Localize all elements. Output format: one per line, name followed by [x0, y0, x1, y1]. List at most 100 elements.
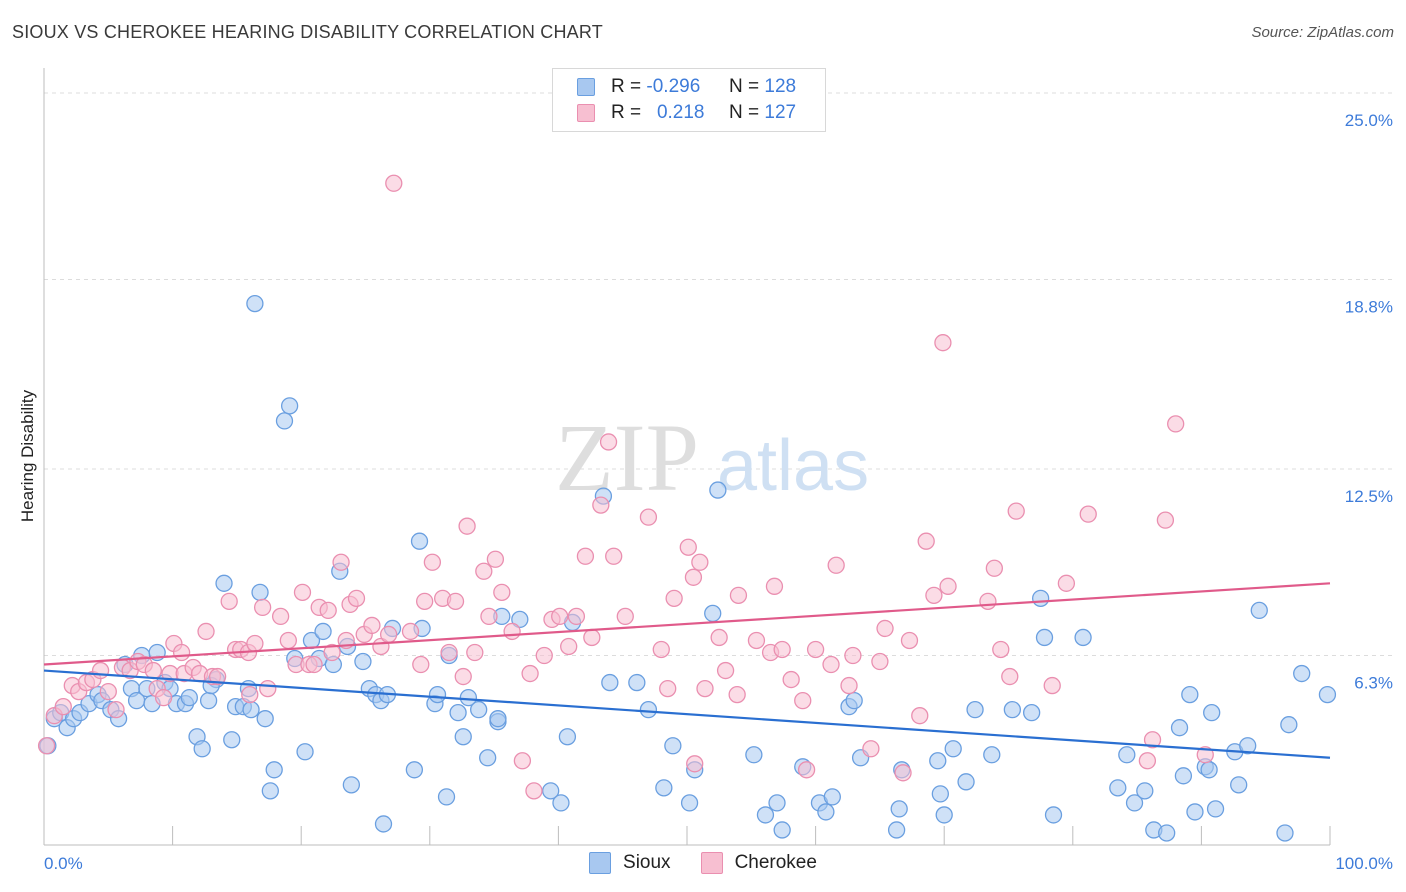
sioux-point: [957, 773, 975, 791]
sioux-point: [193, 740, 211, 758]
cherokee-point: [1138, 752, 1157, 770]
cherokee-point: [323, 643, 341, 662]
sioux-point: [1200, 761, 1218, 779]
cherokee-point: [782, 670, 800, 689]
cherokee-point: [710, 628, 728, 647]
cherokee-point: [806, 640, 825, 659]
sioux-point: [251, 583, 269, 601]
legend-item-sioux[interactable]: Sioux: [589, 852, 671, 874]
cherokee-point: [917, 532, 935, 550]
sioux-point: [1174, 767, 1193, 785]
sioux-point: [1035, 628, 1054, 647]
cherokee-point: [616, 607, 634, 626]
cherokee-point: [797, 761, 816, 779]
sioux-point: [242, 700, 260, 719]
cherokee-point: [91, 661, 110, 680]
cherokee-point: [379, 625, 398, 644]
cherokee-point: [605, 547, 623, 565]
cherokee-point: [576, 547, 595, 565]
grid-layer: [44, 92, 1393, 657]
sioux-point: [342, 776, 361, 794]
legend-r-cherokee: R = 0.218: [611, 102, 705, 123]
sioux-point: [887, 821, 906, 839]
cherokee-point: [583, 628, 601, 647]
cherokee-point: [659, 679, 677, 698]
sioux-point: [1158, 824, 1176, 842]
x-tick-label-min: 0.0%: [44, 854, 83, 873]
cherokee-point: [1143, 731, 1162, 749]
cherokee-point: [1079, 505, 1097, 523]
sioux-point: [745, 746, 763, 764]
sioux-point: [1181, 685, 1199, 704]
sioux-point: [265, 761, 283, 779]
cherokee-point: [107, 700, 125, 719]
legend-label-sioux: Sioux: [623, 852, 671, 873]
sioux-point: [664, 737, 682, 755]
sioux-point: [944, 740, 962, 758]
cherokee-point: [416, 592, 434, 611]
y-axis-label: Hearing Disability: [18, 389, 37, 522]
sioux-point: [223, 731, 241, 749]
y-tick-label: 12.5%: [1345, 487, 1393, 506]
sioux-legend-icon: [589, 852, 612, 874]
sioux-point: [180, 688, 198, 707]
cherokee-point: [144, 661, 162, 680]
watermark: ZIP atlas: [555, 404, 869, 511]
cherokee-point: [466, 643, 484, 662]
sioux-point: [275, 412, 294, 430]
cherokee-point: [992, 640, 1010, 659]
watermark-zip: ZIP: [555, 404, 699, 511]
trend-layer: [43, 582, 1331, 759]
sioux-point: [470, 700, 488, 719]
sioux-point: [983, 746, 1001, 764]
cherokee-point: [639, 508, 658, 526]
sioux-point: [756, 806, 775, 824]
cherokee-point: [1156, 511, 1175, 529]
cherokee-point: [246, 634, 264, 653]
series-legend: Sioux Cherokee: [0, 852, 1406, 874]
cherokee-point: [567, 607, 586, 626]
cherokee-point: [729, 586, 748, 604]
sioux-point: [655, 779, 673, 797]
legend-n-cherokee: N = 127: [729, 102, 797, 123]
sioux-point: [704, 604, 722, 623]
cherokee-point: [876, 619, 894, 638]
cherokee-point: [1057, 574, 1076, 592]
sioux-point: [558, 728, 577, 746]
sioux-point: [709, 481, 727, 499]
cherokee-point: [679, 538, 697, 556]
y-tick-label: 6.3%: [1354, 674, 1393, 693]
cherokee-point: [844, 646, 862, 665]
cherokee-point: [747, 631, 766, 650]
cherokee-point: [900, 631, 919, 650]
sioux-point: [1074, 628, 1092, 647]
sioux-point: [1032, 589, 1050, 608]
cherokee-point: [154, 688, 173, 707]
sioux-point: [601, 673, 619, 692]
cherokee-point: [521, 664, 539, 683]
cherokee-point: [503, 622, 521, 641]
cherokee-point: [475, 562, 493, 580]
cherokee-point: [840, 676, 858, 695]
cherokee-point: [686, 755, 704, 773]
y-tick-label: 18.8%: [1345, 298, 1393, 317]
cherokee-point: [765, 577, 784, 595]
legend-item-cherokee[interactable]: Cherokee: [700, 852, 817, 874]
cherokee-point: [172, 643, 191, 662]
cherokee-point: [363, 616, 381, 635]
sioux-point: [1250, 601, 1268, 620]
cherokee-point: [985, 559, 1004, 577]
sioux-point: [1170, 719, 1189, 737]
sioux-point: [1280, 716, 1298, 734]
sioux-point: [489, 710, 507, 728]
cherokee-point: [794, 691, 812, 710]
cherokee-point: [347, 589, 366, 608]
cherokee-legend-icon: [700, 852, 723, 874]
y-tick-label: 25.0%: [1345, 111, 1393, 130]
sioux-point: [773, 821, 791, 839]
cherokee-point: [979, 592, 997, 611]
source-credit: Source: ZipAtlas.com: [1251, 24, 1394, 41]
cherokee-point: [691, 553, 709, 571]
sioux-point: [1206, 800, 1225, 818]
